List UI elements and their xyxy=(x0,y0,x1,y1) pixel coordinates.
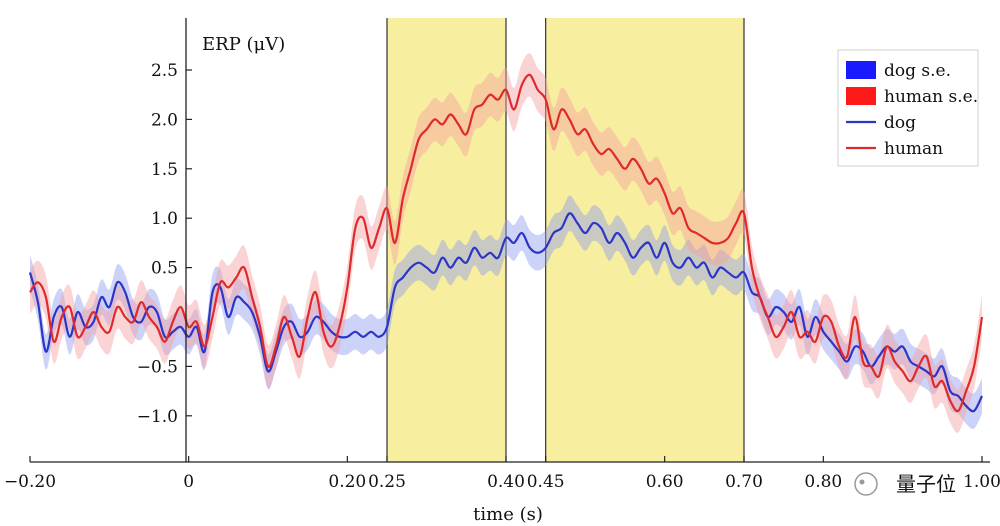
y-ticks: 2.5 2.0 1.5 1.0 0.5 −0.5 −1.0 xyxy=(137,61,192,427)
legend-label-1: human s.e. xyxy=(884,87,978,107)
watermark-logo-icon xyxy=(854,472,878,496)
watermark-logo-dot-icon xyxy=(859,479,865,485)
x-tick-label: 0.60 xyxy=(646,472,684,492)
highlight-window xyxy=(545,18,744,462)
legend-label-0: dog s.e. xyxy=(884,61,951,81)
y-tick-label: 1.0 xyxy=(151,209,178,229)
y-tick-label: 2.0 xyxy=(151,110,178,130)
x-tick-label: 1.00 xyxy=(963,472,1000,492)
x-tick-label: 0.25 xyxy=(368,472,406,492)
x-tick-label: 0.45 xyxy=(527,472,565,492)
y-axis-title: ERP (μV) xyxy=(202,34,285,55)
y-tick-label: 2.5 xyxy=(151,61,178,81)
series-lines xyxy=(28,73,984,413)
human-line xyxy=(29,73,984,413)
x-tick-label: 0 xyxy=(183,472,194,492)
x-ticks: −0.20 0 0.20 0.25 0.40 0.45 0.60 0.70 0.80 1.00 xyxy=(4,456,1000,492)
x-tick-label: 0.40 xyxy=(487,472,525,492)
y-tick-label: −0.5 xyxy=(137,357,178,377)
highlight-window xyxy=(387,18,506,462)
legend-label-2: dog xyxy=(884,113,916,133)
x-tick-label: 0.80 xyxy=(804,472,842,492)
x-tick-label: 0.20 xyxy=(328,472,366,492)
watermark-text: 量子位 xyxy=(896,472,956,496)
y-tick-label: 1.5 xyxy=(151,160,178,180)
y-tick-label: 0.5 xyxy=(151,259,178,279)
legend-patch-0 xyxy=(846,61,876,79)
legend: dog s.e. human s.e. dog human xyxy=(837,49,979,167)
highlight-windows xyxy=(386,18,745,462)
axes xyxy=(30,18,990,463)
y-tick-label: −1.0 xyxy=(137,407,178,427)
legend-label-3: human xyxy=(884,139,943,159)
watermark: 量子位 xyxy=(854,472,956,496)
x-tick-label: 0.70 xyxy=(725,472,763,492)
legend-patch-1 xyxy=(846,87,876,105)
dog-line xyxy=(28,212,983,413)
x-tick-label: −0.20 xyxy=(4,472,56,492)
x-axis-title: time (s) xyxy=(473,504,543,525)
